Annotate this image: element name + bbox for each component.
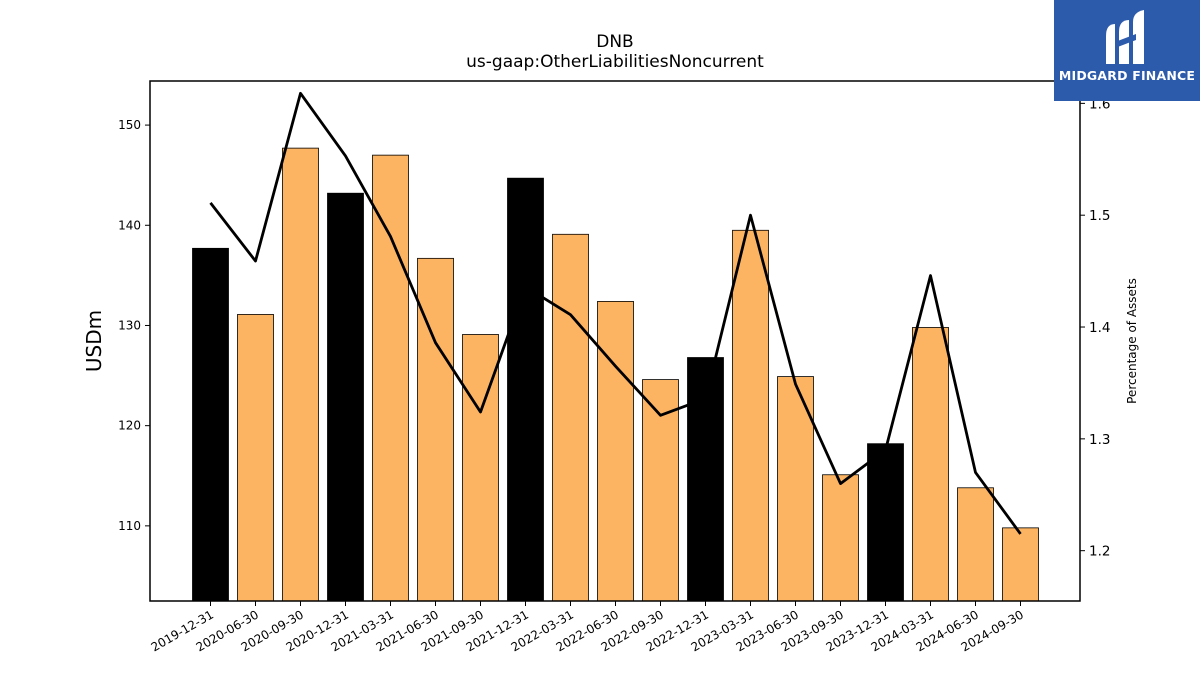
y-axis-label: USDm <box>82 310 106 372</box>
y-tick-label: 110 <box>118 519 141 533</box>
bar-2023-09-30 <box>822 474 859 602</box>
bar-2024-06-30 <box>957 487 994 602</box>
y2-tick-label: 1.2 <box>1089 544 1110 560</box>
bar-2023-12-31 <box>867 443 904 602</box>
y2-tick-label: 1.4 <box>1089 320 1110 336</box>
bar-2020-12-31 <box>327 192 364 602</box>
bar-2020-06-30 <box>237 314 274 602</box>
y2-axis-label: Percentage of Assets <box>1125 278 1139 404</box>
bar-2020-09-30 <box>282 147 319 602</box>
bar-2024-09-30 <box>1002 527 1039 602</box>
bar-2019-12-31 <box>192 247 229 602</box>
bar-2021-12-31 <box>507 177 544 602</box>
y-tick-label: 140 <box>118 218 141 232</box>
bar-2022-06-30 <box>597 301 634 602</box>
bar-2021-03-31 <box>372 154 409 602</box>
chart-subtitle: us-gaap:OtherLiabilitiesNoncurrent <box>466 52 764 72</box>
bar-2024-03-31 <box>912 327 949 602</box>
logo-mark-icon <box>1106 10 1144 64</box>
y2-tick-label: 1.3 <box>1089 432 1110 448</box>
y2-tick-label: 1.5 <box>1089 208 1110 224</box>
midgard-finance-logo: MIDGARD FINANCE <box>1054 0 1200 101</box>
y-tick-label: 120 <box>118 419 141 433</box>
chart-title: DNB <box>596 32 634 52</box>
logo-text: MIDGARD FINANCE <box>1058 68 1196 83</box>
y-tick-label: 150 <box>118 118 141 132</box>
bar-2022-09-30 <box>642 379 679 602</box>
bar-2023-03-31 <box>732 229 769 602</box>
bar-2022-03-31 <box>552 233 589 602</box>
y-tick-label: 130 <box>118 318 141 332</box>
percentage-of-assets-line <box>209 91 1022 535</box>
